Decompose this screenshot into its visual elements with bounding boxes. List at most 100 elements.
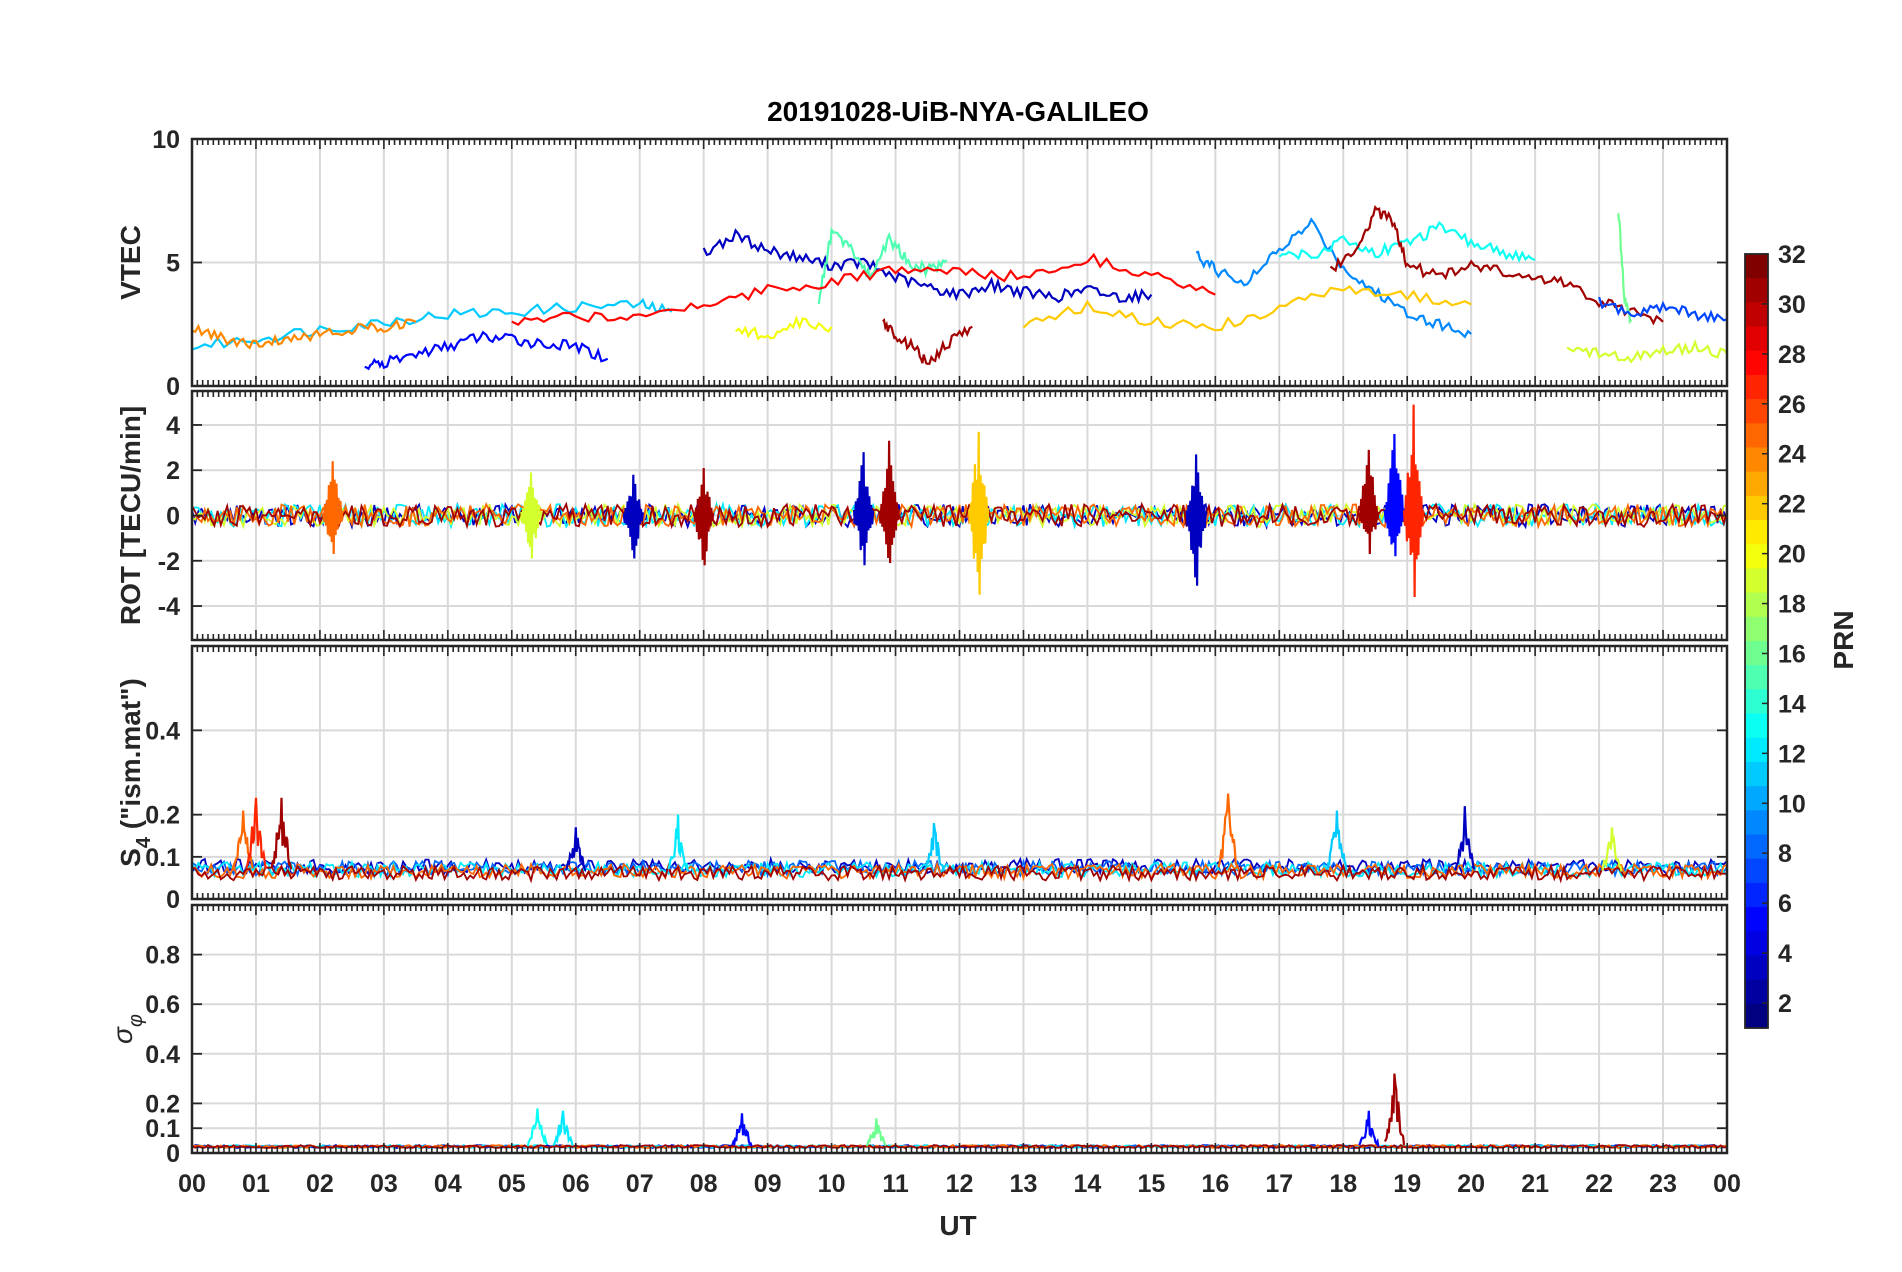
burst-line bbox=[270, 797, 293, 870]
series-line bbox=[702, 228, 1153, 305]
burst-line bbox=[852, 452, 875, 566]
x-tick-label: 18 bbox=[1329, 1170, 1357, 1198]
x-tick-label: 04 bbox=[434, 1170, 462, 1198]
colorbar-segment bbox=[1745, 834, 1768, 860]
x-tick-label: 01 bbox=[242, 1170, 270, 1198]
y-axis-label: ROT [TECU/min] bbox=[115, 406, 146, 625]
colorbar-tick-label: 10 bbox=[1778, 790, 1806, 818]
y-tick-label: 0 bbox=[166, 503, 180, 531]
x-tick-label: 05 bbox=[498, 1170, 526, 1198]
x-tick-label: 15 bbox=[1137, 1170, 1165, 1198]
burst-line bbox=[245, 797, 267, 870]
colorbar-tick-label: 20 bbox=[1778, 541, 1806, 569]
x-tick-label: 12 bbox=[946, 1170, 974, 1198]
colorbar-tick-label: 22 bbox=[1778, 491, 1806, 519]
x-tick-label: 00 bbox=[178, 1170, 206, 1198]
colorbar-segment bbox=[1745, 737, 1768, 763]
x-tick-label: 00 bbox=[1713, 1170, 1741, 1198]
series-line bbox=[734, 315, 833, 341]
burst-line bbox=[1217, 793, 1239, 868]
y-tick-label: 0.4 bbox=[145, 1041, 180, 1069]
colorbar-label: PRN bbox=[1828, 610, 1859, 669]
colorbar-tick-label: 28 bbox=[1778, 341, 1806, 369]
y-tick-label: 0.4 bbox=[145, 717, 180, 745]
colorbar-segment bbox=[1745, 471, 1768, 497]
colorbar-segment bbox=[1745, 713, 1768, 739]
y-tick-label: 0 bbox=[166, 886, 180, 914]
x-tick-label: 11 bbox=[882, 1170, 909, 1198]
y-tick-label: 5 bbox=[166, 250, 180, 278]
colorbar-segment bbox=[1745, 955, 1768, 981]
y-tick-label: 0 bbox=[166, 373, 180, 401]
colorbar-segment bbox=[1745, 907, 1768, 932]
x-tick-label: 21 bbox=[1521, 1170, 1549, 1198]
x-axis-ticks: 00 01 02 03 04 05 06 07 08 09 10 11 12 13 14 15 16 17 18 19… bbox=[178, 1170, 1741, 1198]
x-tick-label: 23 bbox=[1649, 1170, 1677, 1198]
colorbar-frame bbox=[1744, 253, 1769, 1029]
colorbar-segment bbox=[1745, 520, 1768, 545]
series-line bbox=[192, 318, 417, 350]
y-tick-label: 0.8 bbox=[145, 942, 180, 970]
series-line bbox=[1617, 213, 1633, 325]
colorbar-segment bbox=[1745, 278, 1768, 303]
plot-lines bbox=[192, 404, 1727, 598]
burst-line bbox=[667, 814, 689, 872]
burst-line bbox=[923, 822, 945, 872]
colorbar-tick-label: 8 bbox=[1778, 840, 1792, 868]
y-tick-label: 0 bbox=[166, 1140, 180, 1168]
x-tick-label: 22 bbox=[1585, 1170, 1613, 1198]
colorbar-segment bbox=[1745, 254, 1768, 279]
x-tick-label: 19 bbox=[1393, 1170, 1421, 1198]
x-tick-label: 08 bbox=[690, 1170, 718, 1198]
panel-vtec: 0 5 10 VTEC bbox=[115, 126, 1729, 401]
colorbar-segment bbox=[1745, 665, 1768, 690]
colorbar-segment bbox=[1745, 641, 1768, 666]
burst-line bbox=[731, 1113, 753, 1147]
x-tick-label: 16 bbox=[1201, 1170, 1229, 1198]
colorbar-segment bbox=[1745, 882, 1768, 908]
x-tick-label: 14 bbox=[1074, 1170, 1102, 1198]
burst-line bbox=[1383, 433, 1406, 557]
colorbar-segment bbox=[1745, 689, 1768, 715]
y-tick-label: 0.2 bbox=[145, 1090, 180, 1118]
series-line bbox=[1329, 205, 1664, 326]
colorbar-tick-label: 2 bbox=[1778, 990, 1792, 1018]
burst-line bbox=[1326, 810, 1348, 871]
x-tick-label: 09 bbox=[754, 1170, 782, 1198]
y-tick-label: 10 bbox=[152, 126, 180, 154]
y-tick-label: -4 bbox=[158, 593, 180, 621]
colorbar-tick-label: 12 bbox=[1778, 740, 1806, 768]
y-tick-label: 0.1 bbox=[145, 1115, 180, 1143]
colorbar-segment bbox=[1745, 544, 1768, 570]
burst-line bbox=[565, 827, 587, 871]
series-line bbox=[1566, 338, 1727, 364]
burst-line bbox=[968, 431, 990, 595]
x-tick-label: 13 bbox=[1010, 1170, 1038, 1198]
colorbar-segment bbox=[1745, 858, 1768, 884]
burst-line bbox=[865, 1118, 887, 1147]
colorbar-segment bbox=[1745, 447, 1768, 473]
burst-line bbox=[552, 1110, 574, 1147]
colorbar-segment bbox=[1745, 979, 1768, 1005]
series-line bbox=[1278, 220, 1536, 263]
baseline-line bbox=[192, 501, 1727, 530]
baseline-line bbox=[192, 857, 1727, 879]
colorbar-tick-label: 30 bbox=[1778, 291, 1806, 319]
colorbar-segment bbox=[1745, 1003, 1768, 1029]
y-tick-label: 4 bbox=[166, 412, 180, 440]
colorbar-segment bbox=[1745, 350, 1768, 376]
x-axis-label: UT bbox=[939, 1210, 976, 1241]
colorbar-tick-label: 6 bbox=[1778, 890, 1792, 918]
y-tick-label: 0.2 bbox=[145, 802, 180, 830]
burst-line bbox=[622, 474, 644, 559]
burst-line bbox=[1185, 454, 1207, 586]
colorbar-tick-label: 4 bbox=[1778, 940, 1792, 968]
y-axis-label: S4 ("ism.mat") bbox=[115, 678, 155, 867]
burst-line bbox=[1358, 449, 1380, 555]
baseline-line bbox=[192, 501, 1727, 530]
burst-line bbox=[1454, 806, 1476, 871]
x-tick-label: 07 bbox=[626, 1170, 654, 1198]
colorbar-segment bbox=[1745, 326, 1768, 352]
